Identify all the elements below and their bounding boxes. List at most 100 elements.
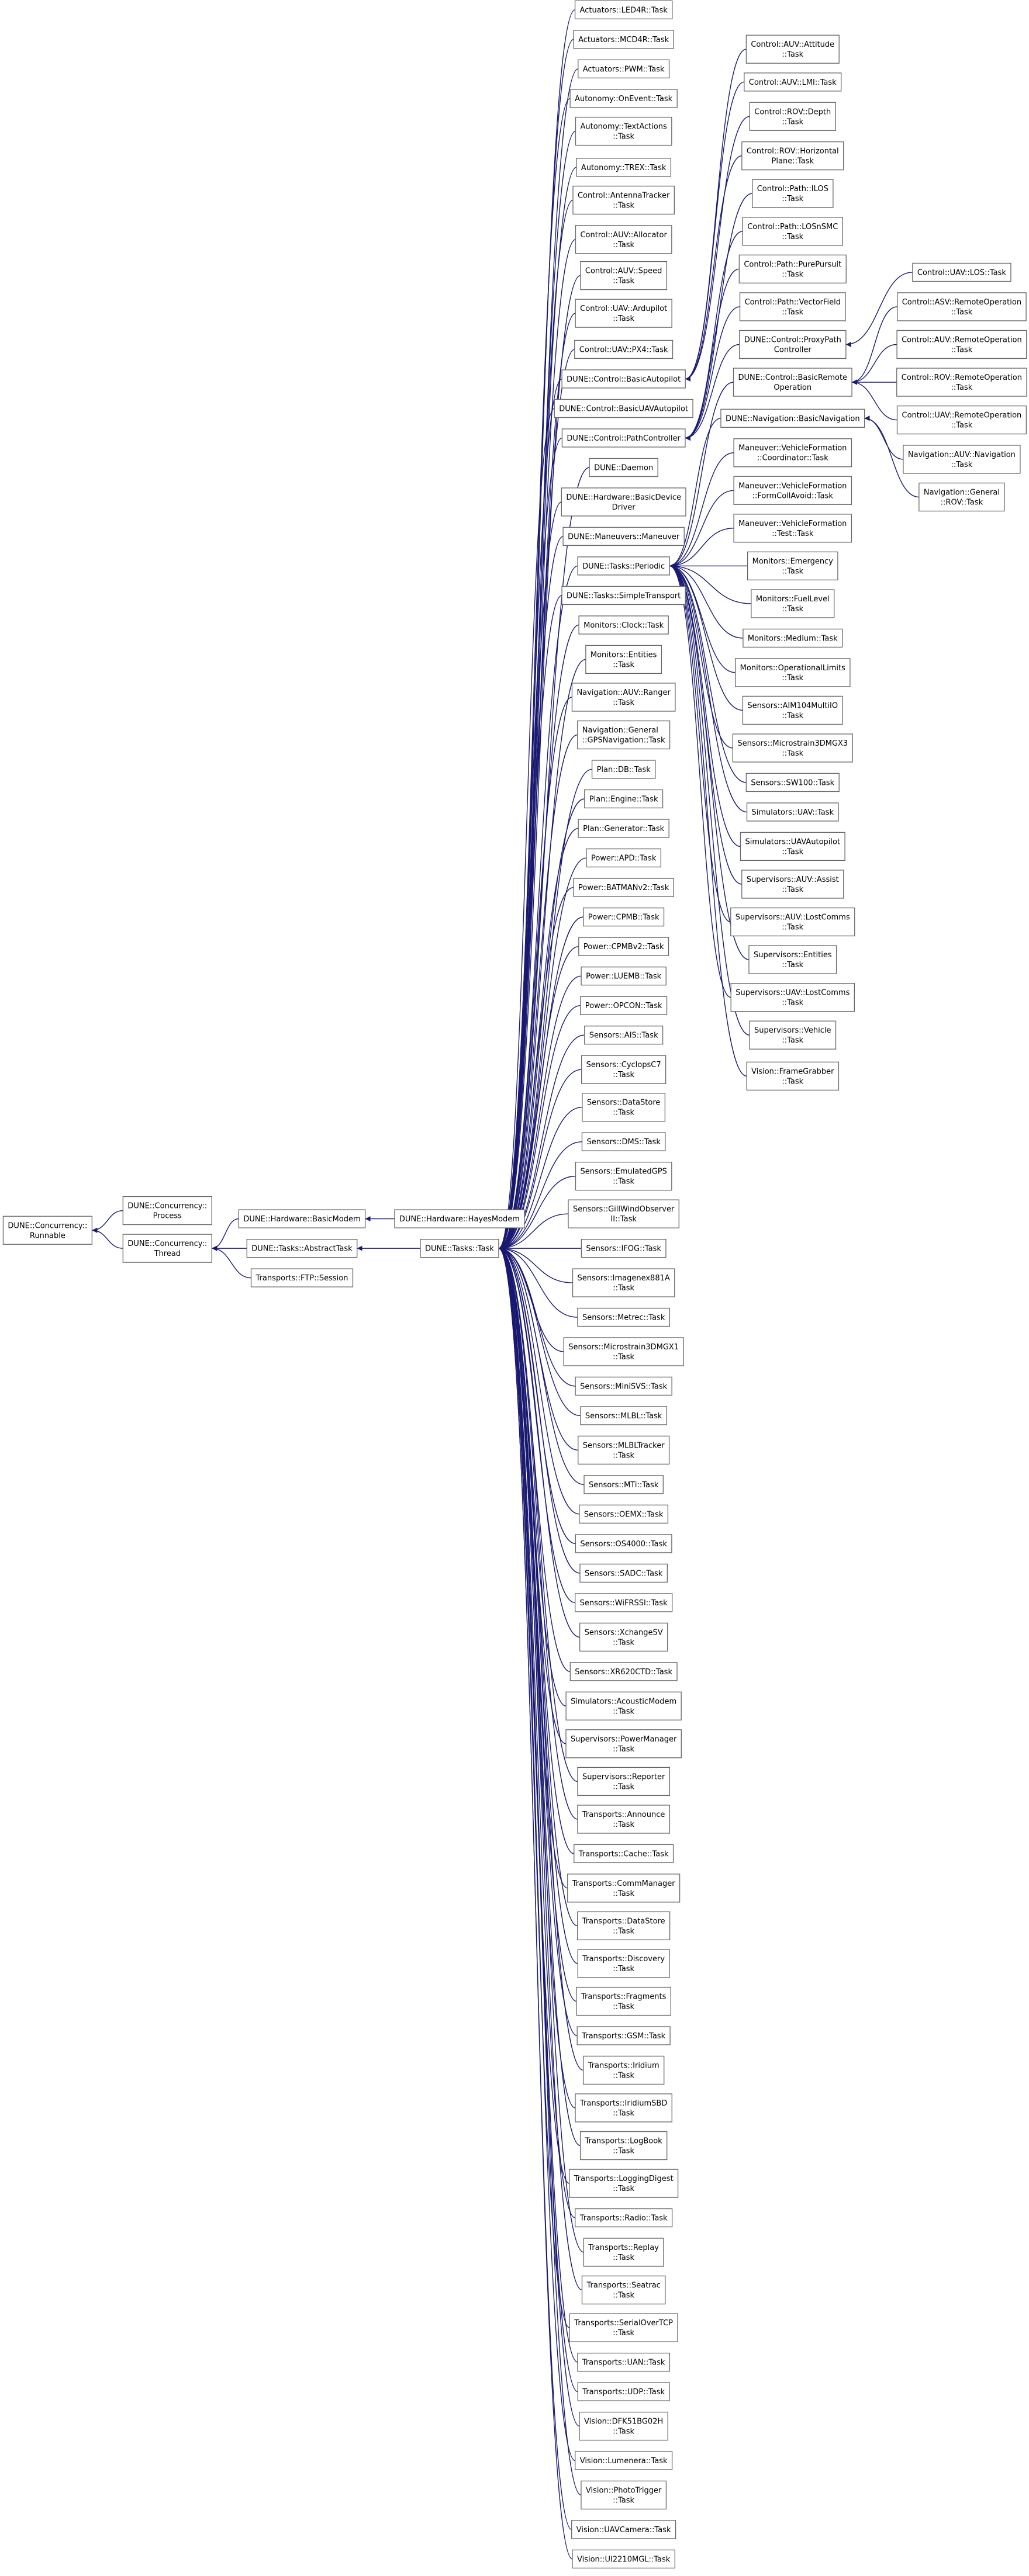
class-label: ::Task <box>613 2109 634 2118</box>
class-node: Sensors::XchangeSV::Task <box>579 1622 668 1652</box>
inheritance-edge <box>498 275 581 1251</box>
class-label: ::Task <box>951 345 972 354</box>
class-box <box>568 1199 679 1228</box>
class-node: Control::ROV::RemoteOperation::Task <box>896 368 1027 397</box>
inheritance-edge <box>498 1107 582 1251</box>
class-box <box>730 907 855 937</box>
class-node: Sensors::XR620CTD::Task <box>569 1662 678 1681</box>
inheritance-edge <box>498 1034 585 1251</box>
class-label: DUNE::Control::ProxyPath <box>744 335 841 344</box>
class-label: Transports::Announce <box>582 1810 665 1819</box>
class-label: II::Task <box>610 1215 637 1224</box>
class-label: Navigation::General <box>924 489 1000 497</box>
class-label: Vision::PhotoTrigger <box>586 2486 662 2495</box>
class-label: ::Task <box>613 2147 634 2156</box>
class-node: Supervisors::AUV::LostComms::Task <box>730 907 855 937</box>
class-node: Sensors::Microstrain3DMGX1::Task <box>563 1337 684 1366</box>
class-node: Monitors::OperationalLimits::Task <box>735 658 851 687</box>
inheritance-edge <box>852 306 897 385</box>
class-label: DUNE::Control::BasicAutopilot <box>567 375 681 384</box>
class-box <box>575 299 672 328</box>
class-node: Transports::LogBook::Task <box>579 2131 668 2160</box>
class-box <box>742 695 843 725</box>
class-node: Navigation::AUV::Navigation::Task <box>903 445 1021 474</box>
class-box <box>561 428 686 448</box>
class-node: Vision::Lumenera::Task <box>575 2451 673 2470</box>
class-node: Control::UAV::Ardupilot::Task <box>575 299 672 328</box>
class-box <box>733 438 852 468</box>
class-node: Sensors::IFOG::Task <box>581 1238 667 1258</box>
class-label: Control::ROV::Horizontal <box>747 147 839 156</box>
inheritance-edge <box>669 563 741 847</box>
class-label: ::Coordinator::Task <box>757 454 828 463</box>
class-box <box>581 1055 667 1084</box>
class-node: Plan::DB::Task <box>591 760 656 779</box>
class-label: ::Task <box>782 117 803 126</box>
class-label: ::Task <box>782 961 803 970</box>
class-label: Vision::FrameGrabber <box>751 1067 834 1076</box>
class-node: Actuators::LED4R::Task <box>574 0 673 19</box>
class-node: DUNE::Tasks::Periodic <box>577 556 670 576</box>
inheritance-edge <box>498 1245 582 2291</box>
class-box <box>561 487 686 517</box>
class-node: Control::Path::VectorField::Task <box>739 292 846 321</box>
class-node: Sensors::CyclopsC7::Task <box>581 1055 667 1084</box>
class-box <box>742 217 843 246</box>
class-node: Sensors::MTi::Task <box>583 1475 664 1494</box>
class-box <box>420 1238 499 1258</box>
class-label: ::Task <box>782 605 803 614</box>
class-label: Control::UAV::LOS::Task <box>917 268 1006 277</box>
class-box <box>563 1337 684 1366</box>
class-node: Transports::GSM::Task <box>576 2026 671 2045</box>
class-box <box>739 292 846 321</box>
inheritance-edge <box>669 563 731 923</box>
class-box <box>579 2411 668 2441</box>
class-node: Autonomy::TREX::Task <box>576 158 672 177</box>
inheritance-edge <box>498 975 582 1251</box>
class-node: Supervisors::Reporter::Task <box>577 1767 671 1796</box>
class-label: Autonomy::TREX::Task <box>581 164 667 172</box>
class-box <box>575 2093 672 2123</box>
class-node: Vision::DFK51BG02H::Task <box>579 2411 668 2441</box>
class-node: Control::UAV::LOS::Task <box>912 262 1011 282</box>
class-label: Control::AUV::RemoteOperation <box>902 335 1022 344</box>
class-label: ::Task <box>613 1965 634 1973</box>
class-node: Control::AUV::LMI::Task <box>744 72 842 92</box>
class-node: Transports::Replay::Task <box>583 2238 664 2267</box>
class-label: Thread <box>154 1249 181 1258</box>
class-label: DUNE::Daemon <box>594 463 653 472</box>
class-label: ::Task <box>613 1284 634 1293</box>
class-node: Sensors::Metrec::Task <box>577 1307 671 1327</box>
class-node: Supervisors::PowerManager::Task <box>565 1729 682 1758</box>
class-box <box>569 1662 678 1681</box>
inheritance-edge <box>498 1245 573 1283</box>
class-label: Transports::IridiumSBD <box>579 2099 667 2108</box>
class-label: Control::Path::VectorField <box>745 298 841 307</box>
class-label: Sensors::EmulatedGPS <box>581 1168 667 1176</box>
inheritance-edge <box>669 563 751 604</box>
class-node: Supervisors::Vehicle::Task <box>749 1020 837 1050</box>
inheritance-edge <box>498 887 574 1251</box>
class-node: Vision::PhotoTrigger::Task <box>581 2480 667 2510</box>
class-box <box>578 1435 670 1465</box>
class-label: Control::UAV::RemoteOperation <box>902 411 1022 420</box>
class-label: Monitors::Medium::Task <box>748 634 838 643</box>
class-label: Supervisors::PowerManager <box>571 1735 677 1744</box>
edges <box>92 9 919 2560</box>
class-box <box>732 733 853 763</box>
class-label: ::Task <box>613 314 634 323</box>
class-label: ::Task <box>782 749 803 758</box>
class-node: Sensors::SADC::Task <box>579 1563 668 1583</box>
class-label: Controller <box>774 345 812 354</box>
class-label: ::Task <box>613 1889 634 1898</box>
class-label: DUNE::Navigation::BasicNavigation <box>726 414 860 423</box>
class-box <box>589 458 658 477</box>
inheritance-edge <box>498 98 571 1251</box>
class-label: ::Task <box>613 2071 634 2080</box>
class-box <box>569 89 678 108</box>
inheritance-edge <box>685 81 744 382</box>
class-label: Sensors::CyclopsC7 <box>586 1061 661 1069</box>
class-label: Transports::DataStore <box>582 1917 665 1926</box>
